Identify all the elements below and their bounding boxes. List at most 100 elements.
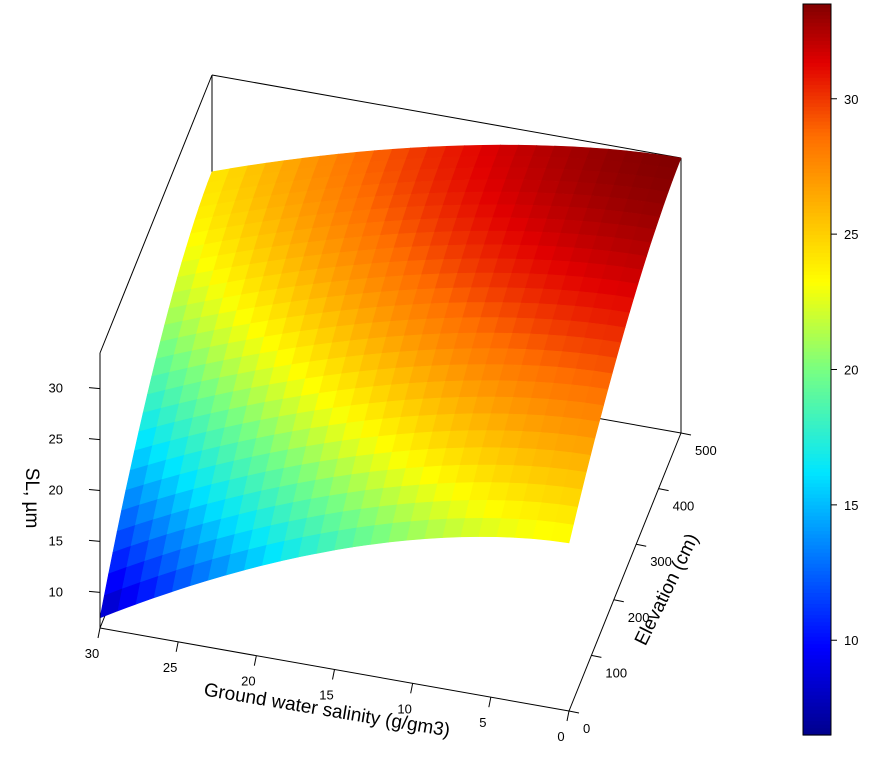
surface-facet bbox=[576, 418, 600, 439]
x-axis-tick bbox=[566, 710, 570, 722]
colorbar: 10 15 20 25 30 bbox=[802, 3, 858, 736]
y-axis-tick-label: 0 bbox=[583, 721, 590, 736]
colorbar-segment bbox=[803, 387, 831, 393]
colorbar-segment bbox=[803, 186, 831, 191]
colorbar-segment bbox=[803, 486, 831, 491]
colorbar-segment bbox=[803, 406, 831, 411]
z-axis-tick bbox=[88, 489, 101, 491]
colorbar-segment bbox=[803, 420, 831, 425]
colorbar-segment bbox=[803, 438, 831, 444]
colorbar-segment bbox=[803, 245, 831, 250]
colorbar-segment bbox=[803, 512, 831, 517]
colorbar-segment bbox=[803, 552, 831, 557]
surface-facet bbox=[550, 522, 574, 544]
colorbar-segment bbox=[803, 14, 831, 20]
colorbar-tick-label: 15 bbox=[844, 498, 858, 513]
surface-facet bbox=[99, 588, 123, 619]
x-axis-tick-label: 0 bbox=[557, 729, 564, 744]
z-axis-tick-label: 10 bbox=[49, 584, 63, 599]
colorbar-segment bbox=[803, 691, 831, 696]
z-axis-tick-label: 15 bbox=[49, 533, 63, 548]
colorbar-segment bbox=[803, 533, 831, 539]
colorbar-segment bbox=[803, 343, 831, 349]
colorbar-segment bbox=[803, 519, 831, 524]
colorbar-segment bbox=[803, 66, 831, 71]
colorbar-segment bbox=[803, 197, 831, 202]
colorbar-segment bbox=[803, 135, 831, 140]
colorbar-segment bbox=[803, 464, 831, 469]
colorbar-segment bbox=[803, 161, 831, 166]
colorbar-segment bbox=[803, 391, 831, 396]
colorbar-segment bbox=[803, 508, 831, 513]
colorbar-segment bbox=[803, 475, 831, 480]
y-axis-tick-label: 200 bbox=[628, 610, 650, 625]
colorbar-segment bbox=[803, 354, 831, 360]
colorbar-segment bbox=[803, 150, 831, 155]
colorbar-segment bbox=[803, 142, 831, 148]
colorbar-segment bbox=[803, 457, 831, 462]
colorbar-segment bbox=[803, 479, 831, 484]
colorbar-segment bbox=[803, 318, 831, 323]
colorbar-segment bbox=[803, 252, 831, 257]
colorbar-segment bbox=[803, 541, 831, 546]
colorbar-segment bbox=[803, 40, 831, 45]
colorbar-segment bbox=[803, 128, 831, 133]
colorbar-segment bbox=[803, 650, 831, 656]
colorbar-segment bbox=[803, 190, 831, 195]
box-edge-back-left-top bbox=[99, 74, 213, 354]
surface-facet bbox=[589, 370, 613, 390]
x-axis-tick bbox=[410, 683, 414, 694]
colorbar-segment bbox=[803, 570, 831, 575]
y-axis-tick-label: 100 bbox=[605, 665, 627, 680]
colorbar-segment bbox=[803, 435, 831, 440]
colorbar-segment bbox=[803, 117, 831, 122]
colorbar-segment bbox=[803, 219, 831, 224]
surface-facet bbox=[602, 324, 626, 344]
surface-facet bbox=[567, 452, 591, 473]
colorbar-segment bbox=[803, 471, 831, 477]
colorbar-segment bbox=[803, 124, 831, 129]
colorbar-segment bbox=[803, 665, 831, 670]
y-axis-tick-label: 400 bbox=[673, 499, 695, 514]
colorbar-segment bbox=[803, 58, 831, 64]
colorbar-segment bbox=[803, 482, 831, 488]
colorbar-segment bbox=[803, 201, 831, 206]
y-axis-title: Elevation (cm) bbox=[631, 530, 703, 648]
colorbar-segment bbox=[803, 384, 831, 389]
y-axis-tick bbox=[636, 543, 647, 547]
z-axis-tick bbox=[88, 539, 101, 542]
colorbar-segment bbox=[803, 647, 831, 652]
colorbar-segment bbox=[803, 639, 831, 645]
colorbar-segment bbox=[803, 332, 831, 338]
x-axis-tick-label: 10 bbox=[397, 701, 411, 716]
colorbar-segment bbox=[803, 307, 831, 312]
colorbar-segment bbox=[803, 259, 831, 265]
colorbar-segment bbox=[803, 588, 831, 594]
x-axis-tick bbox=[253, 655, 257, 666]
colorbar-segment bbox=[803, 241, 831, 246]
colorbar-segment bbox=[803, 468, 831, 473]
colorbar-segment bbox=[803, 676, 831, 681]
y-axis-tick bbox=[568, 710, 580, 714]
colorbar-segment bbox=[803, 417, 831, 422]
surface-facet bbox=[580, 402, 604, 423]
surface-facet bbox=[563, 469, 587, 491]
colorbar-segment bbox=[803, 164, 831, 170]
colorbar-segment bbox=[803, 175, 831, 181]
colorbar-segment bbox=[803, 329, 831, 334]
colorbar-segment bbox=[803, 153, 831, 159]
colorbar-segment bbox=[803, 523, 831, 528]
colorbar-segment bbox=[803, 311, 831, 316]
x-axis-tick-label: 15 bbox=[319, 688, 333, 703]
colorbar-segment bbox=[803, 321, 831, 327]
colorbar-segment bbox=[803, 179, 831, 184]
colorbar-segment bbox=[803, 409, 831, 414]
z-axis-tick-label: 30 bbox=[49, 381, 63, 396]
colorbar-segment bbox=[803, 709, 831, 714]
colorbar-segment bbox=[803, 705, 831, 711]
colorbar-segment bbox=[803, 446, 831, 451]
colorbar-segment bbox=[803, 7, 831, 12]
colorbar-segment bbox=[803, 106, 831, 111]
colorbar-segment bbox=[803, 110, 831, 115]
